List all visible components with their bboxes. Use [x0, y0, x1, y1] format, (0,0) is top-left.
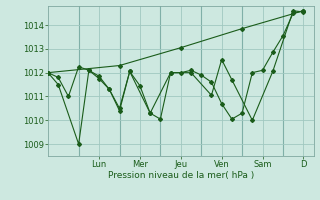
X-axis label: Pression niveau de la mer( hPa ): Pression niveau de la mer( hPa )	[108, 171, 254, 180]
